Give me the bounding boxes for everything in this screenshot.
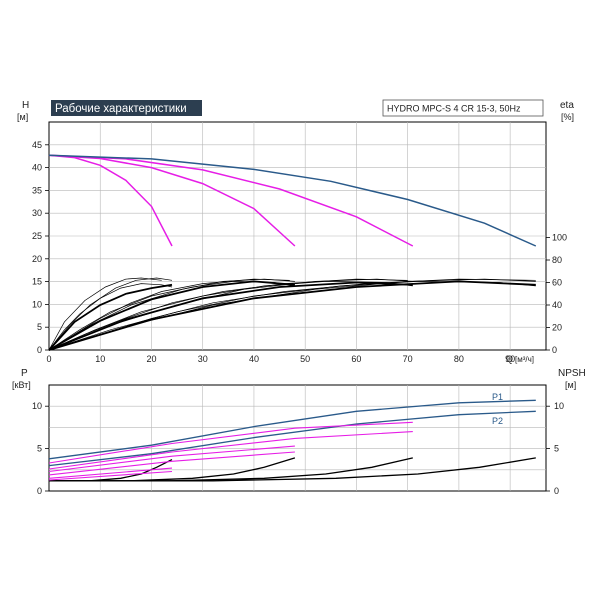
efficiency-curve-6	[48, 281, 413, 351]
top-right-tick-label: 80	[552, 255, 562, 265]
model-label: HYDRO MPC-S 4 CR 15-3, 50Hz	[387, 104, 521, 114]
top-left-tick-label: 40	[32, 163, 42, 173]
top-x-tick-label: 80	[454, 354, 464, 364]
bottom-right-tick-label: 10	[554, 401, 564, 411]
power-curve-5	[48, 451, 295, 476]
bottom-series-group	[48, 399, 536, 482]
power-curve-6	[48, 467, 173, 479]
efficiency-curve-7	[48, 281, 536, 351]
head-curve-3	[48, 154, 537, 247]
top-x-tick-label: 60	[351, 354, 361, 364]
top-right-tick-label: 0	[552, 345, 557, 355]
top-left-tick-label: 15	[32, 277, 42, 287]
top-x-tick-label: 20	[146, 354, 156, 364]
bottom-left-tick-label: 5	[37, 444, 42, 454]
model-label-box	[382, 99, 544, 117]
top-x-tick-label: 90	[505, 354, 515, 364]
right-axis-label-NPSH: NPSH	[558, 368, 586, 379]
top-grid	[49, 122, 546, 350]
efficiency-curve-13	[48, 278, 290, 351]
series-label-P2: P2	[492, 416, 503, 426]
x-axis-unit-Q: [м³/ч]	[515, 355, 534, 364]
top-left-tick-label: 0	[37, 345, 42, 355]
power-curve-4	[48, 445, 295, 473]
top-right-tick-label: 100	[552, 233, 567, 243]
top-left-tick-label: 30	[32, 208, 42, 218]
right-axis-label-eta: eta	[560, 100, 574, 111]
top-left-tick-label: 35	[32, 185, 42, 195]
npsh-curve-3	[49, 457, 536, 482]
efficiency-curve-0	[48, 283, 173, 351]
efficiency-curve-5	[48, 281, 295, 351]
top-right-tick-label: 20	[552, 323, 562, 333]
right-axis-unit-NPSH: [м]	[565, 380, 576, 390]
efficiency-curve-14	[48, 278, 408, 351]
head-efficiency-panel: 0 10 20 30 40 50 60 70 80 90 0 5 10 15 20 25 30 35 40 45 0 20…	[17, 99, 574, 364]
left-axis-unit-H: [м]	[17, 112, 28, 122]
top-x-tick-label: 50	[300, 354, 310, 364]
top-left-tick-label: 20	[32, 254, 42, 264]
top-series-group	[48, 154, 537, 351]
x-axis-label-Q: Q	[506, 354, 513, 364]
efficiency-curve-12	[48, 277, 162, 351]
top-x-tick-label: 10	[95, 354, 105, 364]
bottom-tick-labels: 0 5 10 0 5 10	[32, 401, 564, 496]
series-label-P1: P1	[492, 392, 503, 402]
power-curve-2	[48, 421, 413, 464]
top-right-tick-label: 40	[552, 300, 562, 310]
top-x-tick-label: 30	[198, 354, 208, 364]
top-x-tick-label: 70	[403, 354, 413, 364]
bottom-right-tick-label: 0	[554, 486, 559, 496]
power-npsh-panel: 0 5 10 0 5 10 P [кВт] NPSH [м] P1 P2	[12, 368, 586, 496]
top-left-tick-label: 25	[32, 231, 42, 241]
top-x-tick-label: 40	[249, 354, 259, 364]
top-left-tick-label: 5	[37, 322, 42, 332]
power-curve-7	[48, 470, 173, 481]
power-curve-3	[48, 431, 413, 470]
efficiency-curve-10	[48, 278, 413, 351]
chart-title-box	[51, 100, 202, 116]
efficiency-curve-4	[48, 283, 173, 351]
bottom-right-tick-label: 5	[554, 444, 559, 454]
bottom-grid	[49, 385, 546, 491]
top-tick-labels: 0 10 20 30 40 50 60 70 80 90 0 5 10 15 20 25 30 35 40 45 0 20…	[32, 140, 567, 364]
top-right-tick-label: 60	[552, 278, 562, 288]
top-left-tick-label: 45	[32, 140, 42, 150]
efficiency-curve-15	[48, 278, 536, 351]
left-axis-label-H: H	[22, 100, 29, 111]
chart-title: Рабочие характеристики	[55, 103, 187, 115]
bottom-left-tick-label: 10	[32, 401, 42, 411]
left-axis-label-P: P	[21, 368, 28, 379]
power-curve-0	[48, 399, 536, 460]
efficiency-curve-8	[48, 277, 173, 351]
top-x-tick-label: 0	[46, 354, 51, 364]
power-curve-1	[48, 410, 536, 467]
top-left-tick-label: 10	[32, 299, 42, 309]
left-axis-unit-P: [кВт]	[12, 380, 31, 390]
efficiency-curve-11	[48, 278, 536, 351]
bottom-left-tick-label: 0	[37, 486, 42, 496]
right-axis-unit-eta: [%]	[561, 112, 574, 122]
